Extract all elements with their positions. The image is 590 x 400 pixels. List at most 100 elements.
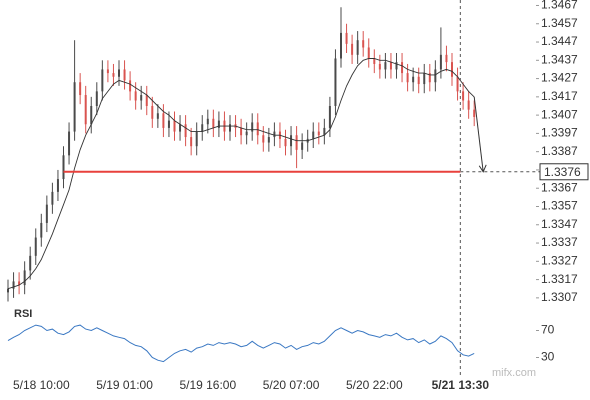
candle-body [151, 105, 154, 119]
candle-body [462, 91, 465, 101]
candle-body [267, 137, 270, 143]
candle-body [245, 131, 248, 136]
y-tick-label: 30 [541, 350, 555, 364]
candle-body [351, 43, 354, 55]
y-tick-label: 1.3437 [541, 52, 578, 66]
x-tick-label: 5/20 07:00 [263, 378, 320, 392]
candle-body [40, 222, 43, 238]
candle-body [134, 91, 137, 101]
candle-body [395, 62, 398, 70]
x-tick-label: 5/19 16:00 [179, 378, 236, 392]
candle-body [217, 120, 220, 128]
candle-body [90, 105, 93, 125]
candle-body [356, 40, 359, 55]
candle-body [240, 127, 243, 136]
candle-body [373, 58, 376, 64]
candle-body [323, 127, 326, 136]
candle-body [317, 131, 320, 136]
candle-body [445, 54, 448, 63]
candle-body [206, 118, 209, 125]
candle-body [439, 54, 442, 70]
candle-body [345, 32, 348, 44]
candle-body [173, 120, 176, 132]
y-tick-label: 1.3397 [541, 126, 578, 140]
candle-body [56, 179, 59, 192]
y-tick-label: 1.3347 [541, 217, 578, 231]
candle-body [34, 237, 37, 256]
candle-body [340, 32, 342, 59]
candle-body [201, 124, 204, 132]
candle-body [112, 73, 115, 77]
y-tick-label: 1.3457 [541, 16, 578, 30]
candle-body [401, 62, 404, 74]
moving-average [7, 58, 475, 290]
y-tick-label: 1.3417 [541, 89, 578, 103]
candle-body [284, 138, 287, 147]
candle-body [118, 69, 120, 77]
y-tick-label: 1.3357 [541, 199, 578, 213]
y-tick-label: 1.3467 [541, 0, 578, 12]
forecast-arrow [473, 96, 484, 172]
candle-body [84, 95, 87, 125]
candle-body [473, 109, 476, 117]
candle-body [290, 135, 293, 147]
candle-body [45, 204, 48, 223]
candle-body [73, 82, 76, 132]
candle-body [95, 91, 98, 106]
candle-body [256, 122, 259, 136]
candle-body [417, 76, 420, 85]
candle-body [423, 73, 426, 85]
candle-body [106, 69, 109, 74]
y-tick-label: 70 [541, 323, 555, 337]
candle-body [51, 191, 54, 205]
candle-body [195, 131, 198, 147]
candle-body [101, 69, 104, 92]
candle-body [384, 62, 387, 70]
y-tick-label: 1.3447 [541, 34, 578, 48]
rsi-line [7, 324, 475, 363]
candle-body [229, 124, 231, 132]
candle-body [184, 124, 187, 138]
candle-body [167, 120, 170, 128]
candle-body [140, 95, 143, 101]
candle-body [212, 118, 215, 128]
candle-body [123, 69, 126, 81]
candle-body [406, 73, 409, 83]
candle-body [451, 62, 453, 77]
price-box [539, 163, 589, 181]
candle-body [378, 63, 381, 70]
candle-body [68, 131, 71, 156]
candle-body [428, 73, 431, 83]
candle-body [29, 255, 32, 271]
candle-body [412, 76, 415, 83]
candle-body [12, 281, 15, 289]
marker-label: 5/21 13:30 [432, 378, 490, 392]
y-tick-label: 1.3407 [541, 107, 578, 121]
candle-body [62, 155, 65, 180]
watermark: mifx.com [492, 367, 536, 379]
candle-body [312, 131, 315, 139]
y-tick-label: 1.3367 [541, 180, 578, 194]
y-tick-label: 1.3317 [541, 272, 578, 286]
candle-body [467, 100, 470, 110]
candle-body [262, 135, 265, 143]
x-tick-label: 5/19 01:00 [96, 378, 153, 392]
panel-title: RSI [14, 308, 32, 320]
candle-body [7, 288, 9, 293]
y-tick-label: 1.3327 [541, 253, 578, 267]
y-tick-label: 1.3387 [541, 144, 578, 158]
candle-body [79, 82, 82, 96]
candle-body [156, 113, 159, 119]
y-tick-label: 1.3427 [541, 71, 578, 85]
candle-body [362, 40, 365, 48]
candle-body [434, 69, 437, 83]
candle-body [456, 76, 459, 92]
y-tick-label: 1.3307 [541, 290, 578, 304]
candle-body [162, 113, 165, 128]
candle-body [389, 62, 392, 70]
candle-body [367, 47, 370, 59]
candle-body [179, 124, 182, 132]
candle-body [23, 270, 26, 286]
candle-body [295, 135, 298, 150]
